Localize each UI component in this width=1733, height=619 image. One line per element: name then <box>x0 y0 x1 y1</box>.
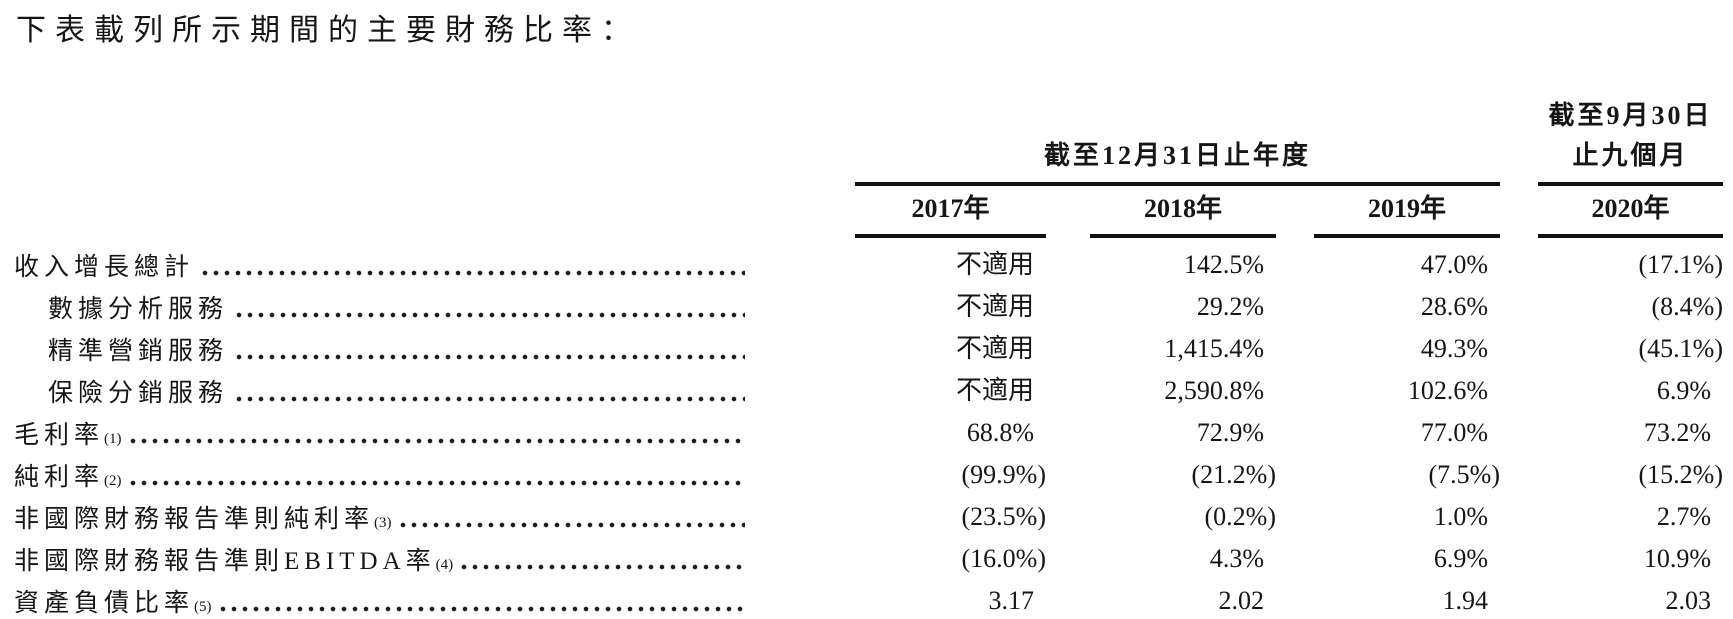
row-label: 數據分析服務 <box>14 289 745 325</box>
cell-value: 77.0% <box>1420 418 1488 447</box>
row-label: 精準營銷服務 <box>14 331 745 367</box>
cell-value: (15.2%) <box>1638 460 1723 489</box>
cell-value: 2.02 <box>1218 586 1265 615</box>
row-label: 毛利率 (1) <box>14 415 745 451</box>
table-row: 非國際財務報告準則純利率 (3) (23.5%) (0.2%) 1.0% 2.7% <box>14 496 1733 538</box>
cell-value: 102.6% <box>1407 376 1488 405</box>
page-title: 下表載列所示期間的主要財務比率： <box>16 14 640 47</box>
row-label-text: 非國際財務報告準則EBITDA率 <box>14 548 436 575</box>
dot-leader <box>129 480 745 486</box>
table-row: 收入增長總計 不適用 142.5% 47.0% (17.1%) <box>14 244 1733 286</box>
cell-value: 2.7% <box>1656 502 1711 531</box>
table-row: 精準營銷服務 不適用 1,415.4% 49.3% (45.1%) <box>14 328 1733 370</box>
dot-leader <box>399 522 745 528</box>
dot-leader <box>202 270 745 276</box>
row-label-text: 精準營銷服務 <box>48 338 229 365</box>
column-header-2018: 2018年 <box>1143 194 1222 223</box>
row-label-text: 數據分析服務 <box>48 296 229 323</box>
column-header-2019: 2019年 <box>1367 194 1446 223</box>
group-header-line2: 止九個月 <box>1572 141 1689 170</box>
cell-value: (16.0%) <box>961 544 1046 573</box>
year-underline-2019 <box>1314 234 1500 238</box>
group1-underline <box>855 182 1500 186</box>
table-row: 保險分銷服務 不適用 2,590.8% 102.6% 6.9% <box>14 370 1733 412</box>
dot-leader <box>129 438 745 444</box>
cell-value: 6.9% <box>1656 376 1711 405</box>
cell-value: 72.9% <box>1196 418 1264 447</box>
row-label-text: 毛利率 <box>14 422 105 449</box>
cell-value: 6.9% <box>1433 544 1488 573</box>
cell-value: 2,590.8% <box>1164 376 1264 405</box>
row-label-text: 收入增長總計 <box>14 254 195 281</box>
cell-value: (21.2%) <box>1191 460 1276 489</box>
group-header-nine-months-sep30: 截至9月30日 止九個月 <box>1538 96 1723 176</box>
row-label: 非國際財務報告準則純利率 (3) <box>14 499 745 535</box>
table-row: 純利率 (2) (99.9%) (21.2%) (7.5%) (15.2%) <box>14 454 1733 496</box>
year-underline-2018 <box>1090 234 1276 238</box>
row-label-text: 保險分銷服務 <box>48 380 229 407</box>
table-row: 非國際財務報告準則EBITDA率 (4) (16.0%) 4.3% 6.9% 10.9% <box>14 538 1733 580</box>
cell-value: (8.4%) <box>1651 292 1723 321</box>
row-label: 資產負債比率 (5) <box>14 583 745 619</box>
cell-value: 47.0% <box>1420 250 1488 279</box>
year-underline-2017 <box>855 234 1046 238</box>
cell-value: 1.94 <box>1442 586 1489 615</box>
cell-value: 不適用 <box>955 376 1034 405</box>
dot-leader <box>461 564 745 570</box>
cell-value: (17.1%) <box>1638 250 1723 279</box>
cell-value: (23.5%) <box>961 502 1046 531</box>
cell-value: 不適用 <box>955 250 1034 279</box>
cell-value: 68.8% <box>966 418 1034 447</box>
group2-underline <box>1538 182 1723 186</box>
row-label: 非國際財務報告準則EBITDA率 (4) <box>14 541 745 577</box>
cell-value: 3.17 <box>988 586 1035 615</box>
cell-value: 1,415.4% <box>1164 334 1264 363</box>
table-row: 資產負債比率 (5) 3.17 2.02 1.94 2.03 <box>14 580 1733 619</box>
dot-leader <box>236 396 745 402</box>
table-row: 數據分析服務 不適用 29.2% 28.6% (8.4%) <box>14 286 1733 328</box>
cell-value: (7.5%) <box>1428 460 1500 489</box>
cell-value: 49.3% <box>1420 334 1488 363</box>
year-underline-2020 <box>1538 234 1723 238</box>
cell-value: (0.2%) <box>1204 502 1276 531</box>
dot-leader <box>236 312 745 318</box>
cell-value: 142.5% <box>1183 250 1264 279</box>
group-header-year-ended-dec31: 截至12月31日止年度 <box>1043 141 1311 170</box>
cell-value: 28.6% <box>1420 292 1488 321</box>
row-label: 收入增長總計 <box>14 247 745 283</box>
year-underline-row <box>14 234 1733 238</box>
dot-leader <box>219 606 745 612</box>
row-label: 純利率 (2) <box>14 457 745 493</box>
year-header-row: 2017年 2018年 2019年 2020年 <box>14 190 1733 228</box>
row-label-text: 資產負債比率 <box>14 590 195 617</box>
dot-leader <box>236 354 745 360</box>
cell-value: 不適用 <box>955 334 1034 363</box>
table-row: 毛利率 (1) 68.8% 72.9% 77.0% 73.2% <box>14 412 1733 454</box>
group-header-line1: 截至9月30日 <box>1548 101 1713 130</box>
cell-value: (45.1%) <box>1638 334 1723 363</box>
cell-value: 2.03 <box>1665 586 1712 615</box>
cell-value: 73.2% <box>1643 418 1711 447</box>
row-label-text: 純利率 <box>14 464 105 491</box>
group-underline-row <box>14 182 1733 186</box>
table-group-header-row: 截至12月31日止年度 截至9月30日 止九個月 <box>14 96 1733 176</box>
table-body: 收入增長總計 不適用 142.5% 47.0% (17.1%) 數據分析服務 不適用 29.2… <box>0 244 1733 619</box>
cell-value: 1.0% <box>1433 502 1488 531</box>
column-header-2020: 2020年 <box>1591 194 1670 223</box>
column-header-2017: 2017年 <box>911 194 990 223</box>
cell-value: (99.9%) <box>961 460 1046 489</box>
row-label-text: 非國際財務報告準則純利率 <box>14 506 375 533</box>
cell-value: 29.2% <box>1196 292 1264 321</box>
cell-value: 4.3% <box>1209 544 1264 573</box>
cell-value: 10.9% <box>1643 544 1711 573</box>
cell-value: 不適用 <box>955 292 1034 321</box>
row-label: 保險分銷服務 <box>14 373 745 409</box>
